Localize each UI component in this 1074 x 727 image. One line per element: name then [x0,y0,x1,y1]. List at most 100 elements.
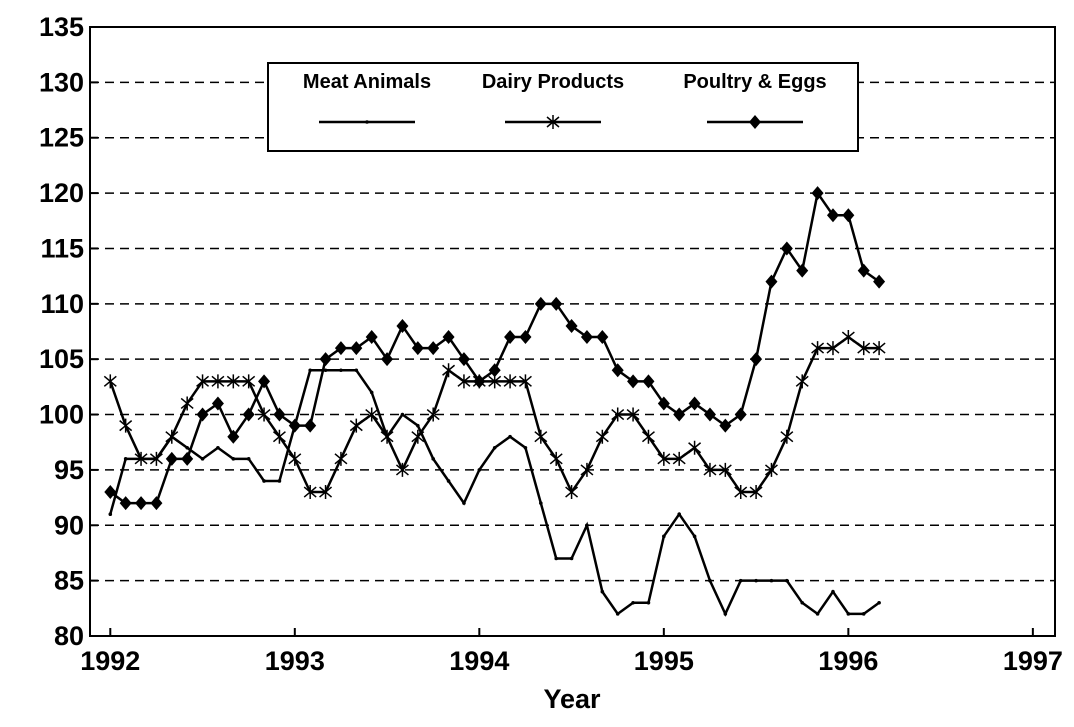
marker [354,368,359,373]
marker [861,612,866,616]
x-tick-label: 1995 [634,646,694,676]
marker [734,407,747,422]
y-tick-label: 100 [39,400,84,430]
marker [380,429,394,444]
marker [550,296,563,311]
marker [365,330,378,345]
legend-box [267,62,859,152]
marker [831,589,835,594]
marker [442,330,455,345]
marker [534,296,547,311]
marker [692,534,697,539]
marker [826,208,839,223]
marker [641,429,655,444]
marker [631,600,635,605]
marker [185,445,189,450]
marker [508,434,512,439]
marker [196,374,210,389]
marker [242,374,256,389]
marker [719,418,732,433]
x-tick-label: 1996 [818,646,878,676]
marker [349,418,363,433]
marker [626,407,640,422]
marker [411,429,425,444]
marker [826,341,840,356]
marker [657,396,670,411]
marker [308,368,312,373]
marker [642,374,655,389]
marker [749,485,763,500]
marker [119,418,133,433]
marker [273,407,286,422]
marker [246,457,251,461]
marker [842,208,855,223]
marker [611,363,624,378]
marker [257,407,271,422]
marker [323,368,328,373]
marker [539,501,543,505]
marker [811,186,824,201]
marker [416,423,420,428]
marker [795,374,809,389]
legend-label: Poultry & Eggs [683,71,826,93]
marker [872,341,886,356]
marker [431,457,435,461]
y-tick-label: 135 [39,12,84,42]
marker [123,457,128,461]
marker [200,457,205,461]
marker [365,407,379,422]
y-tick-label: 110 [40,289,84,319]
marker [427,341,440,356]
marker [108,512,113,516]
marker [519,330,532,345]
marker [457,374,471,389]
marker [395,462,409,477]
marker [135,496,148,511]
series [108,368,881,617]
marker [703,462,717,477]
plot-area [89,26,1056,637]
marker [288,451,302,466]
marker [646,600,651,605]
marker [303,485,317,500]
marker [877,600,881,605]
marker [165,429,179,444]
marker [473,374,486,389]
x-tick-label: 1993 [265,646,325,676]
y-tick-label: 105 [39,344,84,374]
marker [549,451,563,466]
marker [800,600,805,605]
marker [104,485,117,500]
marker [462,501,466,505]
marker [708,578,712,583]
marker [796,263,809,278]
legend-label: Meat Animals [303,71,431,93]
marker [149,451,163,466]
marker [339,368,343,373]
marker [426,407,440,422]
x-tick-label: 1994 [449,646,509,676]
marker [595,429,609,444]
marker [673,407,686,422]
marker [492,445,497,450]
marker [534,429,548,444]
marker [734,485,748,500]
marker [350,341,363,356]
marker [211,396,224,411]
y-tick-label: 125 [39,123,84,153]
marker [846,612,851,616]
marker [242,407,255,422]
marker [811,341,825,356]
marker [738,578,743,583]
marker [504,330,517,345]
marker [677,512,682,516]
marker [611,407,625,422]
marker [765,274,778,289]
marker [262,479,266,483]
marker [780,241,793,256]
marker [334,451,348,466]
marker [703,407,716,422]
marker [196,407,209,422]
marker [134,451,148,466]
marker [369,390,374,395]
